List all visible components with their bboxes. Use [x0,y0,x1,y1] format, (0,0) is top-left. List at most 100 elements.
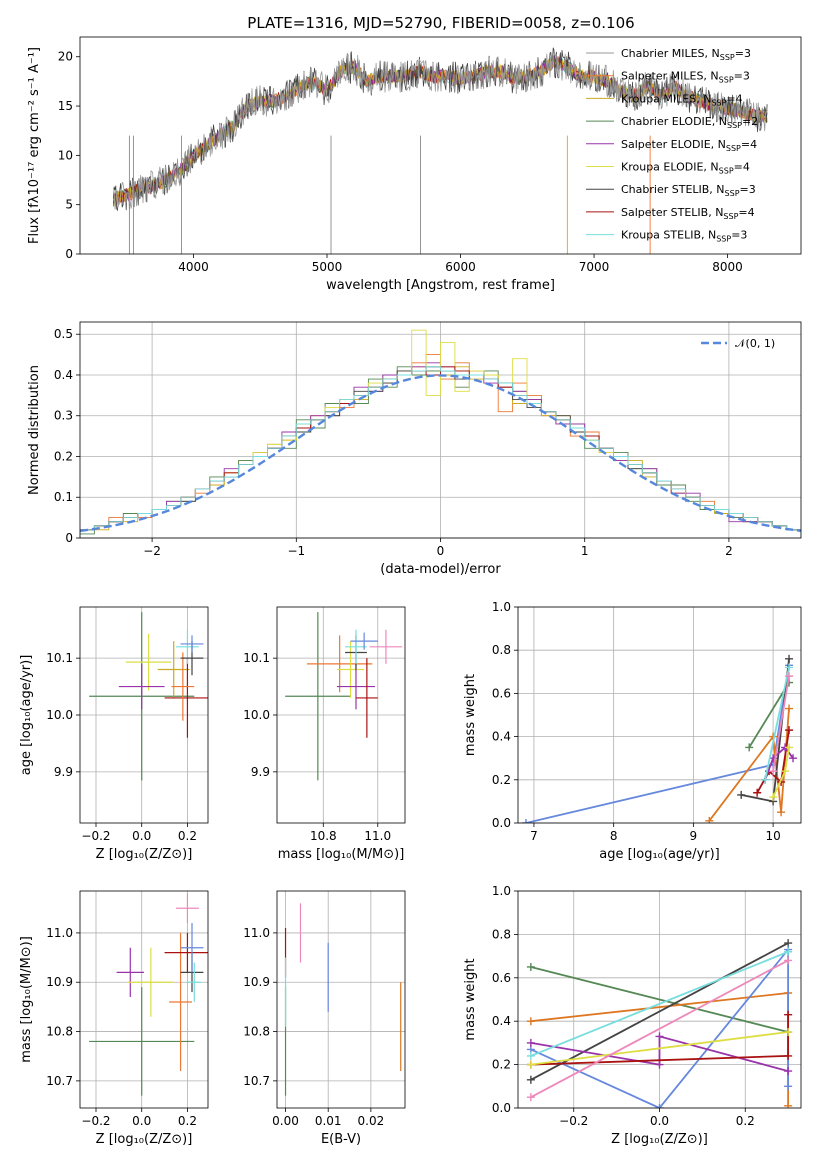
weight-line [756,729,790,794]
errorbar-point [355,658,378,738]
y-axis-label: mass weight [463,958,478,1040]
errorbar-point [369,629,403,664]
histogram-step [80,366,801,538]
y-tick-label: 10.1 [46,651,73,665]
weight-marker [526,962,535,971]
x-tick-label: 0.2 [178,1114,197,1128]
x-tick-label: 7000 [579,260,610,274]
y-axis-label: mass [log₁₀(M/M⊙)] [19,936,34,1063]
age_vs_mass-plot-area [285,612,403,781]
weight-marker [784,1028,793,1037]
y-tick-label: 0.2 [54,449,73,463]
errorbar-point [336,663,376,710]
x-tick-label: 0.0 [650,1114,669,1128]
x-tick-label: 1 [581,544,589,558]
axes-frame [79,36,802,255]
age_vs_Z-plot-area [89,612,208,781]
weight-marker [526,1075,535,1084]
y-tick-label: 10.7 [243,1074,270,1088]
weight-marker [784,1101,793,1108]
weight-marker [737,790,746,799]
axes-frame [79,321,802,539]
mass_vs_Z-panel: −0.2 0.0 0.2 10.7 10.8 10.9 11.0 Z [log₁₀(Z/Z⊙)… [19,890,209,1147]
histogram-plot-area [80,329,801,538]
mass_vs_ebv-panel: 0.00 0.01 0.02 10.7 10.8 10.9 11.0 E(B-V) [243,890,406,1147]
x-tick-label: −0.2 [81,829,110,843]
errorbar-point [116,947,144,998]
legend-entry: Kroupa ELODIE, NSSP=4 [621,161,750,176]
legend-entry: Salpeter MILES, NSSP=3 [621,70,750,85]
y-tick-label: 1.0 [492,600,511,614]
axes-frame [517,890,802,1109]
errorbar-point [164,932,208,973]
weight-marker [785,663,794,672]
legend-entry: Salpeter STELIB, NSSP=4 [621,206,755,221]
weight-marker [785,726,794,735]
weight-marker [784,956,793,965]
x-tick-label: 5000 [312,260,343,274]
weight-line [764,746,794,781]
y-tick-label: 10.9 [243,975,270,989]
weight-line [764,667,790,780]
x-axis-label: wavelength [Angstrom, rest frame] [326,278,555,293]
x-tick-label: 6000 [445,260,476,274]
errorbar-point [171,652,195,721]
legend-entry: Kroupa MILES, NSSP=4 [621,92,743,107]
weight-marker [761,775,770,784]
spectrum-panel: 4000 5000 6000 7000 8000 0 5 10 15 20 wavelength [… [27,36,802,293]
y-tick-label: 10.8 [46,1025,73,1039]
axes-frame [276,606,406,824]
y-tick-label: 0.2 [492,773,511,787]
spectrum-plot-area [113,47,768,254]
weight-line [530,959,789,1098]
y-tick-label: 9.9 [251,765,270,779]
y-tick-label: 9.9 [54,765,73,779]
age_vs_Z-panel: −0.2 0.0 0.2 9.9 10.0 10.1 Z [log₁₀(Z/Z⊙)] age … [19,606,209,862]
y-tick-label: 0.4 [492,730,511,744]
weight-marker [526,1051,535,1060]
weight-marker [705,816,714,823]
y-tick-label: 1.0 [492,884,511,898]
y-tick-label: 5 [65,198,73,212]
y-tick-label: 0.0 [492,1101,511,1115]
y-tick-label: 10.8 [243,1025,270,1039]
weight-marker [785,704,794,713]
y-axis-label: mass weight [463,674,478,756]
y-tick-label: 10.1 [243,651,270,665]
x-tick-label: 0.2 [736,1114,755,1128]
y-axis-label: Flux [fλ10⁻¹⁷ erg cm⁻² s⁻¹ A⁻¹] [27,47,42,244]
legend-entry: Chabrier MILES, NSSP=3 [621,47,751,62]
errorbar-point [285,612,351,781]
x-axis-label: (data-model)/error [380,562,501,577]
y-tick-label: 15 [58,99,73,113]
weight_vs_age-plot-area [521,654,798,823]
weight-line [772,675,790,772]
x-axis-label: Z [log₁₀(Z/Z⊙)] [96,1132,193,1147]
age_vs_mass-panel: 10.8 11.0 9.9 10.0 10.1 mass [log₁₀(M/M⊙)] [243,606,406,862]
axes-frame [276,890,406,1109]
weight-line [530,1031,789,1066]
legend-entry: Salpeter ELODIE, NSSP=4 [621,138,757,153]
y-tick-label: 0.6 [492,686,511,700]
errorbar-point [306,635,373,693]
legend-entry: Chabrier ELODIE, NSSP=2 [621,115,758,130]
y-tick-label: 10.0 [46,708,73,722]
y-tick-label: 0.5 [54,327,73,341]
legend-entry: Chabrier STELIB, NSSP=3 [621,183,756,198]
axes-frame [517,606,802,824]
y-tick-label: 0.3 [54,409,73,423]
y-tick-label: 0.4 [492,1014,511,1028]
weight-marker [769,793,778,802]
errorbar-point [128,947,174,1017]
errorbar-point [180,923,204,973]
x-axis-label: Z [log₁₀(Z/Z⊙)] [96,847,193,862]
axes-frame [79,606,209,824]
x-tick-label: 8 [610,829,618,843]
weight-marker [785,672,794,681]
y-tick-label: 0 [65,247,73,261]
figure-title: PLATE=1316, MJD=52790, FIBERID=0058, z=0… [247,14,634,32]
weight-marker [753,788,762,797]
x-tick-label: 0.0 [132,1114,151,1128]
weight-line [530,1035,789,1072]
y-tick-label: 0.0 [492,816,511,830]
